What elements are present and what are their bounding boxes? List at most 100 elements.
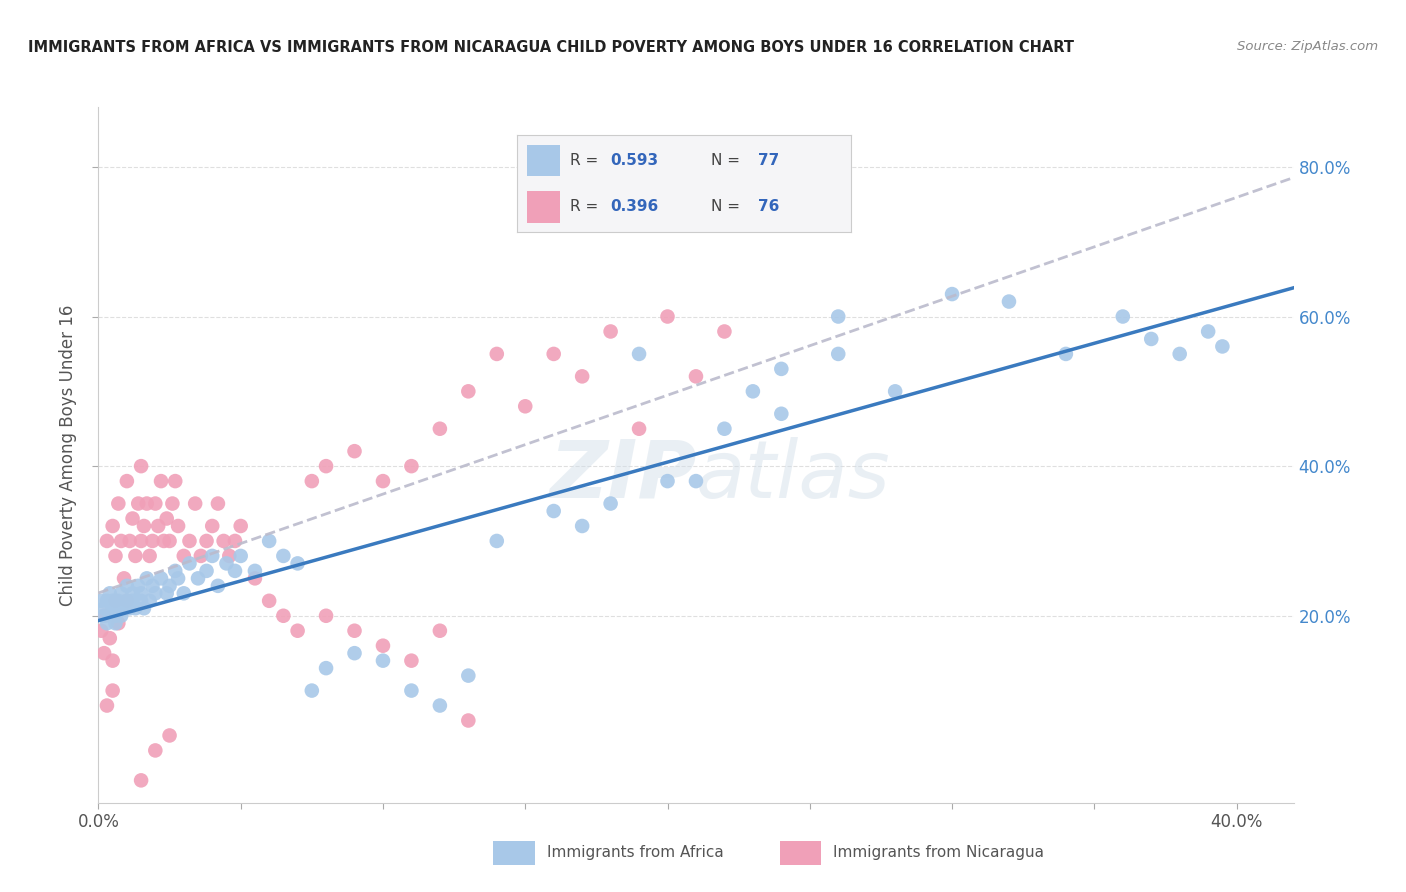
Point [148,519,170,533]
Point [159,729,181,743]
Point [599,497,621,511]
Point [315,459,337,474]
Point [628,422,651,436]
Point [173,586,195,600]
Point [343,624,366,638]
Point [150,474,173,488]
Point [118,533,141,548]
Text: atlas: atlas [696,437,891,515]
Point [201,549,224,563]
Point [96,698,118,713]
Point [129,586,152,600]
Point [98,586,121,600]
Point [159,533,181,548]
Point [115,474,138,488]
Point [273,549,295,563]
Point [184,497,207,511]
Point [429,698,451,713]
Point [107,497,129,511]
Point [770,407,793,421]
Point [115,579,138,593]
Point [543,347,565,361]
Point [207,579,229,593]
Point [713,325,735,339]
Point [485,533,508,548]
Point [1140,332,1163,346]
Point [371,639,394,653]
Point [165,564,187,578]
Point [1168,347,1191,361]
Point [156,586,179,600]
Text: IMMIGRANTS FROM AFRICA VS IMMIGRANTS FROM NICARAGUA CHILD POVERTY AMONG BOYS UND: IMMIGRANTS FROM AFRICA VS IMMIGRANTS FRO… [28,40,1074,55]
Point [90,624,112,638]
Point [124,601,146,615]
Point [1054,347,1077,361]
Point [207,497,229,511]
Point [93,608,115,623]
Point [112,571,135,585]
Point [90,594,112,608]
Point [165,474,187,488]
Point [515,399,537,413]
Point [190,549,212,563]
Point [104,616,127,631]
Point [104,608,127,623]
Point [371,474,394,488]
Point [173,549,195,563]
Point [153,533,176,548]
Point [371,654,394,668]
Point [343,646,366,660]
Point [212,533,235,548]
Point [998,294,1021,309]
Point [827,310,849,324]
Point [118,601,141,615]
Point [162,497,184,511]
Point [257,533,280,548]
Text: Immigrants from Africa: Immigrants from Africa [547,846,723,861]
Point [107,616,129,631]
Point [124,549,146,563]
Point [229,519,252,533]
Point [287,557,309,571]
Point [150,571,173,585]
Point [98,608,121,623]
Text: Immigrants from Nicaragua: Immigrants from Nicaragua [834,846,1045,861]
Point [143,743,166,757]
Point [96,533,118,548]
Point [135,497,157,511]
Point [138,549,160,563]
Point [127,579,149,593]
Point [273,608,295,623]
Point [941,287,963,301]
Point [110,533,132,548]
Point [104,594,127,608]
Point [112,601,135,615]
Point [110,586,132,600]
Point [657,310,679,324]
Point [129,533,152,548]
Point [121,594,143,608]
Point [315,608,337,623]
Point [215,557,238,571]
Point [156,511,179,525]
Point [599,325,621,339]
Point [129,594,152,608]
Point [187,571,209,585]
Point [628,347,651,361]
Point [104,549,127,563]
Point [770,362,793,376]
Point [179,557,201,571]
Point [129,459,152,474]
Point [401,683,423,698]
Point [287,624,309,638]
Point [107,594,129,608]
Point [115,594,138,608]
Point [457,668,479,682]
Point [107,601,129,615]
Point [884,384,907,399]
Point [401,459,423,474]
Point [195,533,218,548]
Point [167,571,190,585]
Point [101,519,124,533]
Point [218,549,240,563]
